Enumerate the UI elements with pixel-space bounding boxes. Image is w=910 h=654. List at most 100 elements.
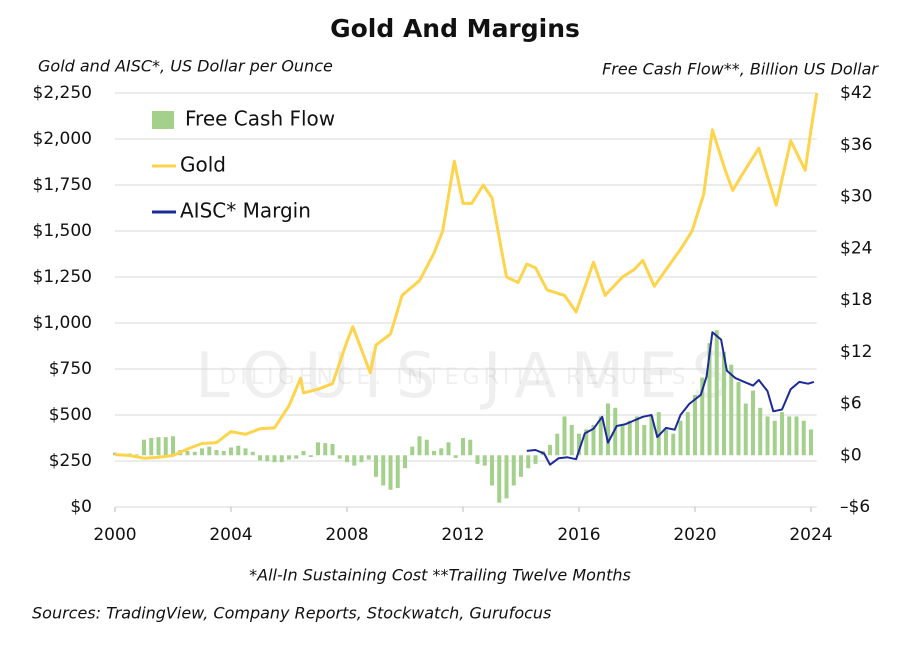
fcf-bar (801, 420, 806, 456)
fcf-bar (352, 455, 357, 466)
fcf-bar (685, 412, 690, 456)
fcf-bar (504, 455, 509, 499)
plot-area (113, 92, 819, 503)
fcf-bar (700, 377, 705, 456)
watermark: LOUIS JAMES (195, 339, 745, 412)
fcf-bar (772, 420, 777, 456)
fcf-bar (236, 445, 241, 456)
fcf-bar (323, 443, 328, 456)
x-tick-label: 2024 (789, 525, 832, 545)
y-tick-label: $1,750 (33, 175, 92, 195)
fcf-bar (598, 416, 603, 456)
fcf-bar (569, 425, 574, 456)
fcf-bar (519, 455, 523, 477)
y2-tick-label: $42 (840, 83, 872, 103)
x-tick-label: 2000 (93, 525, 136, 545)
fcf-bar (794, 416, 799, 456)
footnote: *All-In Sustaining Cost **Trailing Twelv… (249, 566, 631, 585)
fcf-bar (809, 429, 813, 456)
fcf-bar (562, 416, 567, 456)
fcf-bar (678, 420, 683, 456)
fcf-bar (366, 455, 371, 460)
fcf-bar (272, 455, 277, 463)
y-tick-label: $2,000 (33, 129, 92, 149)
fcf-bar (475, 455, 480, 464)
y-tick-label: $750 (49, 359, 92, 379)
x-tick-label: 2020 (673, 525, 716, 545)
fcf-bar (729, 364, 734, 456)
y2-tick-label: $24 (840, 238, 872, 258)
fcf-bar (265, 455, 270, 462)
fcf-bar (381, 455, 386, 486)
fcf-bar (584, 429, 589, 456)
fcf-bar (722, 351, 726, 456)
fcf-bar (142, 439, 146, 456)
y2-axis-title: Free Cash Flow**, Billion US Dollar (602, 60, 879, 79)
fcf-bar (707, 343, 712, 456)
fcf-bar (635, 416, 639, 456)
fcf-bar (743, 403, 748, 456)
fcf-bar (642, 425, 647, 456)
fcf-bar (149, 438, 154, 456)
fcf-bar (388, 455, 393, 490)
legend-label: Gold (180, 153, 226, 177)
fcf-bar (613, 407, 618, 456)
fcf-bar (337, 455, 342, 459)
fcf-bar (424, 439, 429, 456)
y2-tick-label: $30 (840, 187, 872, 207)
x-tick-label: 2004 (209, 525, 252, 545)
x-tick-label: 2012 (441, 525, 484, 545)
y2-tick-label: $12 (840, 342, 872, 362)
fcf-bar (627, 420, 632, 456)
fcf-bar (279, 455, 284, 463)
fcf-bar (577, 433, 581, 456)
fcf-bar (403, 455, 407, 469)
fcf-bar (439, 448, 444, 456)
fcf-bar (555, 433, 560, 456)
fcf-bar (200, 448, 204, 456)
fcf-bar (301, 450, 306, 456)
y-tick-label: $0 (70, 497, 92, 517)
fcf-bar (171, 436, 175, 456)
fcf-bar (294, 455, 299, 459)
x-tick-label: 2008 (325, 525, 368, 545)
fcf-bar (649, 416, 654, 456)
legend-label: Free Cash Flow (185, 107, 335, 131)
fcf-bar (671, 433, 676, 456)
line-2 (526, 331, 815, 466)
fcf-bar (163, 437, 168, 456)
legend-label: AISC* Margin (180, 199, 311, 223)
fcf-bar (765, 416, 770, 456)
fcf-bar (758, 407, 763, 456)
fcf-bar (395, 455, 400, 489)
fcf-bar (511, 455, 516, 486)
fcf-bar (780, 412, 784, 456)
fcf-bar (664, 429, 668, 456)
y-axis-title: Gold and AISC*, US Dollar per Ounce (38, 57, 333, 76)
fcf-bar (461, 438, 465, 456)
fcf-bar (374, 455, 378, 477)
y-tick-label: $2,250 (33, 83, 92, 103)
line-1 (114, 92, 819, 460)
sources: Sources: TradingView, Company Reports, S… (32, 604, 551, 623)
y-tick-label: $1,000 (33, 313, 92, 333)
fcf-bar (330, 444, 335, 456)
y-tick-label: $1,500 (33, 221, 92, 241)
y2-tick-label: $18 (840, 290, 872, 310)
fcf-bar (185, 450, 190, 456)
fcf-bar (221, 450, 226, 456)
fcf-bar (243, 448, 248, 456)
y-tick-label: $1,250 (33, 267, 92, 287)
fcf-bar (250, 451, 255, 456)
fcf-bar (591, 425, 596, 456)
y-tick-label: $500 (49, 405, 92, 425)
fcf-bar (606, 403, 610, 456)
fcf-bar (714, 330, 719, 456)
legend-swatch (152, 111, 174, 129)
fcf-bar (417, 436, 422, 456)
fcf-bar (156, 437, 161, 456)
y2-tick-label: $36 (840, 135, 872, 155)
y2-tick-label: –$6 (840, 497, 870, 517)
fcf-bar (316, 442, 320, 456)
